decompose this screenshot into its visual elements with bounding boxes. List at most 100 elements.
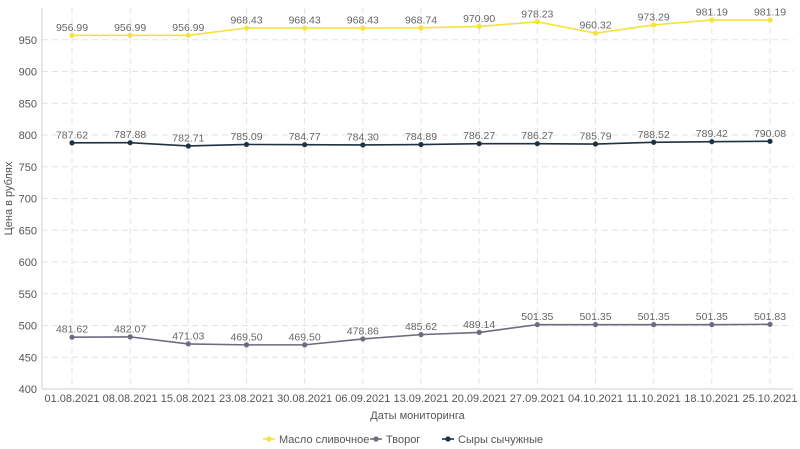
x-axis-title: Даты мониторинга	[370, 410, 465, 422]
series-3-data-label: 787.62	[56, 129, 88, 141]
y-tick-label: 900	[19, 67, 37, 79]
series-1-point	[767, 17, 773, 23]
series-1-data-label: 968.43	[289, 15, 321, 27]
legend-label: Сыры сычужные	[458, 434, 543, 446]
x-tick-label: 30.08.2021	[277, 393, 332, 405]
series-3-data-label: 787.88	[114, 129, 146, 141]
x-tick-label: 04.10.2021	[568, 393, 623, 405]
series-3-point	[592, 141, 599, 147]
series-2-point	[767, 321, 773, 327]
legend-marker-icon	[266, 436, 272, 442]
x-tick-label: 18.10.2021	[684, 393, 739, 405]
axis-layer: 400 450 500 550 600 650 700 750 800 850 900 950 01.0…	[19, 8, 798, 405]
series-1-data-label: 978.23	[521, 8, 553, 20]
series-3-point	[709, 139, 715, 145]
series-3-point	[534, 141, 540, 147]
series-2-data-label: 501.35	[521, 311, 553, 323]
series-1-point	[651, 22, 657, 28]
y-tick-label: 800	[19, 130, 37, 142]
legend: Масло сливочное Творог Сыры сычужные	[263, 434, 543, 446]
series-3-point	[302, 142, 308, 148]
series-2-data-label: 485.62	[405, 321, 437, 333]
series-2-point	[709, 322, 715, 328]
y-tick-label: 850	[19, 98, 37, 110]
y-axis-title: Цена в рублях	[3, 161, 15, 235]
series-1-data-label: 960.32	[579, 20, 611, 32]
series-1-point	[302, 25, 308, 31]
series-1-point	[69, 32, 75, 38]
legend-marker-icon	[373, 436, 379, 442]
series-2-data-label: 501.83	[754, 311, 786, 323]
series-1-data-label: 956.99	[56, 22, 88, 34]
series-2-data-label: 471.03	[172, 330, 204, 342]
series-3-data-label: 784.30	[347, 131, 379, 143]
series-3-point	[476, 141, 482, 147]
y-tick-label: 400	[19, 384, 37, 396]
series-1-point	[127, 32, 133, 38]
series-3-point	[69, 140, 75, 146]
series-1-data-label: 968.43	[230, 15, 262, 27]
legend-label: Масло сливочное	[279, 434, 369, 446]
y-tick-label: 650	[19, 225, 37, 237]
series-3-data-label: 782.71	[172, 132, 204, 144]
data-label-layer: 956.99 956.99 956.99 968.43 968.43 968.43 968.…	[56, 6, 786, 343]
series-3-data-label: 785.79	[579, 131, 611, 143]
series-1-data-label: 981.19	[696, 6, 728, 18]
series-3-point	[127, 140, 133, 146]
series-2-point	[302, 342, 308, 348]
series-3-data-label: 785.09	[230, 131, 262, 143]
series-1-data-label: 968.43	[347, 15, 379, 27]
series-1-data-label: 981.19	[754, 6, 786, 18]
y-tick-label: 750	[19, 162, 37, 174]
series-2-point	[185, 341, 191, 347]
x-tick-label: 08.08.2021	[103, 393, 158, 405]
series-2-data-label: 481.62	[56, 324, 88, 336]
series-2-point	[360, 336, 366, 342]
x-tick-label: 25.10.2021	[742, 393, 797, 405]
series-2-data-label: 501.35	[579, 311, 611, 323]
series-3-point	[185, 143, 191, 149]
x-tick-label: 01.08.2021	[44, 393, 99, 405]
series-layer	[69, 17, 773, 348]
x-tick-label: 11.10.2021	[627, 393, 681, 405]
series-1-data-label: 968.74	[405, 14, 437, 26]
y-tick-label: 500	[19, 321, 37, 333]
x-tick-label: 15.08.2021	[161, 393, 216, 405]
series-3-data-label: 789.42	[696, 128, 728, 140]
series-2-point	[418, 332, 424, 338]
legend-item-3: Сыры сычужные	[442, 434, 543, 446]
series-2-point	[127, 334, 133, 340]
series-1-point	[476, 23, 482, 30]
series-2-point	[476, 329, 482, 335]
series-2-data-label: 469.50	[230, 331, 262, 343]
series-3-data-label: 788.52	[638, 129, 670, 141]
series-1-point	[592, 30, 599, 36]
y-tick-label: 700	[19, 194, 37, 206]
series-2-data-label: 482.07	[114, 323, 146, 335]
series-2-data-label: 469.50	[289, 331, 321, 343]
series-2-point	[243, 342, 250, 348]
series-1-data-label: 973.29	[638, 11, 670, 23]
series-1-point	[709, 17, 715, 23]
series-1-data-label: 970.90	[463, 13, 495, 25]
series-3-data-label: 790.08	[754, 128, 786, 140]
series-3-point	[360, 142, 366, 148]
x-tick-label: 23.08.2021	[219, 393, 274, 405]
series-3-point	[418, 141, 424, 148]
series-1-data-label: 956.99	[172, 22, 204, 34]
series-2-data-label: 489.14	[463, 319, 495, 331]
series-1-point	[243, 25, 250, 31]
series-1-point	[360, 25, 366, 31]
legend-item-2: Творог	[370, 434, 420, 446]
y-tick-label: 550	[19, 289, 37, 301]
grid-layer	[42, 8, 793, 390]
series-3-point	[651, 139, 657, 145]
series-1-point	[534, 19, 540, 25]
legend-marker-icon	[445, 436, 451, 442]
series-2-data-label: 501.35	[696, 311, 728, 323]
y-tick-label: 600	[19, 257, 37, 269]
series-2-data-label: 478.86	[347, 325, 379, 337]
x-tick-label: 13.09.2021	[393, 393, 448, 405]
